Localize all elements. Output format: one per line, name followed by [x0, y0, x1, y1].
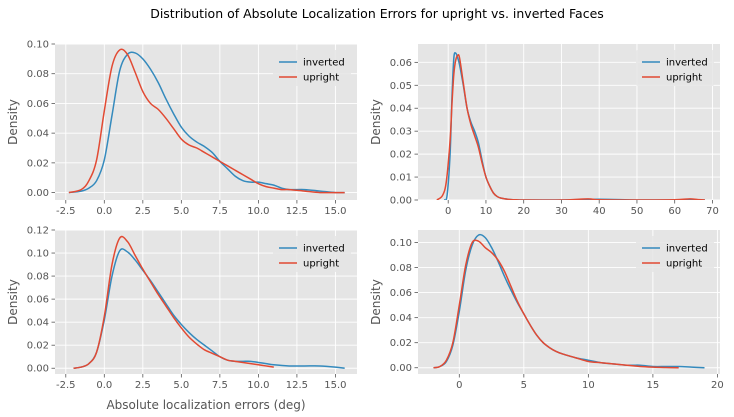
y-tick-label: 0.04 [27, 129, 49, 140]
y-tick-label: 0.06 [390, 288, 412, 299]
x-tick-label: 5.0 [173, 206, 189, 217]
x-tick-label: 0 [445, 206, 451, 217]
legend-label-upright: upright [303, 259, 339, 270]
legend-label-upright: upright [666, 73, 702, 84]
series-line-inverted [68, 51, 345, 194]
x-tick-label: 7.5 [212, 380, 228, 391]
y-tick-label: 0.06 [27, 99, 49, 110]
x-tick-label: -2.5 [56, 380, 76, 391]
y-tick-label: 0.00 [27, 364, 49, 375]
y-axis-label: Density [6, 279, 20, 325]
x-tick-label: 10 [480, 206, 493, 217]
series-line-upright [73, 235, 274, 369]
y-tick-label: 0.12 [27, 226, 49, 237]
y-axis-label: Density [369, 99, 383, 145]
y-tick-label: 0.00 [27, 188, 49, 199]
subplot-3: -2.5 0.0 2.5 5.0 7.5 10.0 12.5 15.0 0.00 0.02 0.04… [6, 226, 357, 412]
y-tick-label: 0.10 [390, 238, 412, 249]
y-tick-label: 0.08 [27, 69, 49, 80]
x-tick-label: 50 [631, 206, 644, 217]
y-tick-label: 0.02 [390, 150, 412, 161]
legend-label-upright: upright [303, 73, 339, 84]
y-tick-label: 0.06 [27, 295, 49, 306]
y-tick-label: 0.01 [390, 173, 412, 184]
x-tick-label: 30 [555, 206, 568, 217]
x-tick-label: 12.5 [286, 380, 308, 391]
legend-label-upright: upright [666, 259, 702, 270]
legend: inverted upright [636, 50, 714, 86]
x-tick-label: 7.5 [212, 206, 228, 217]
legend: inverted upright [636, 236, 714, 272]
x-tick-label: 10.0 [247, 380, 269, 391]
x-axis-label: Absolute localization errors (deg) [106, 398, 305, 412]
y-tick-label: 0.02 [390, 338, 412, 349]
x-tick-label: 2.5 [135, 380, 151, 391]
x-tick-label: 20 [711, 380, 724, 391]
y-axis-label: Density [369, 279, 383, 325]
x-tick-label: 0.0 [96, 380, 112, 391]
x-tick-label: 15 [647, 380, 660, 391]
y-tick-label: 0.08 [27, 272, 49, 283]
y-tick-label: 0.02 [27, 341, 49, 352]
x-tick-label: 5 [521, 380, 527, 391]
x-tick-label: 20 [517, 206, 530, 217]
figure-title: Distribution of Absolute Localization Er… [150, 6, 604, 21]
x-tick-label: 60 [668, 206, 681, 217]
subplot-grid: -2.5 0.0 2.5 5.0 7.5 10.0 12.5 15.00.000.020.04… [6, 40, 724, 413]
y-tick-label: 0.02 [27, 158, 49, 169]
y-axis-label: Density [6, 99, 20, 145]
x-tick-label: 10.0 [247, 206, 269, 217]
y-tick-label: 0.00 [390, 196, 412, 207]
x-tick-label: 5.0 [173, 380, 189, 391]
x-tick-label: 2.5 [135, 206, 151, 217]
y-tick-label: 0.03 [390, 127, 412, 138]
x-tick-label: 12.5 [286, 206, 308, 217]
y-tick-label: 0.04 [27, 318, 49, 329]
subplot-2: 0 10 20 30 40 50 60 70 0.00 0.01 0.02 0.03 0.04 0.05 0… [369, 44, 720, 217]
y-tick-label: 0.00 [390, 363, 412, 374]
series-line-inverted [73, 248, 345, 369]
x-tick-label: -2.5 [56, 206, 76, 217]
y-tick-label: 0.08 [390, 263, 412, 274]
x-tick-label: 15.0 [324, 380, 346, 391]
x-tick-label: 15.0 [324, 206, 346, 217]
legend: inverted upright [273, 236, 351, 272]
legend-label-inverted: inverted [303, 58, 345, 69]
x-tick-label: 40 [593, 206, 606, 217]
subplot-1: -2.5 0.0 2.5 5.0 7.5 10.0 12.5 15.0 0.00 0.02 0.04… [6, 40, 357, 217]
y-tick-label: 0.10 [27, 40, 49, 51]
y-tick-label: 0.10 [27, 249, 49, 260]
subplot-4: 0 5 10 15 20 0.00 0.02 0.04 0.06 0.08 0.10 Density i… [369, 230, 724, 391]
legend-label-inverted: inverted [666, 58, 708, 69]
legend-label-inverted: inverted [666, 244, 708, 255]
x-tick-label: 10 [582, 380, 595, 391]
x-tick-label: 70 [706, 206, 719, 217]
y-tick-label: 0.04 [390, 104, 412, 115]
series-line-upright [436, 54, 705, 200]
y-tick-label: 0.04 [390, 313, 412, 324]
y-tick-label: 0.05 [390, 81, 412, 92]
series-line-upright [433, 239, 679, 369]
legend-label-inverted: inverted [303, 244, 345, 255]
series-line-upright [68, 48, 345, 194]
y-tick-label: 0.06 [390, 58, 412, 69]
legend: inverted upright [273, 50, 351, 86]
x-tick-label: 0 [456, 380, 462, 391]
x-tick-label: 0.0 [96, 206, 112, 217]
